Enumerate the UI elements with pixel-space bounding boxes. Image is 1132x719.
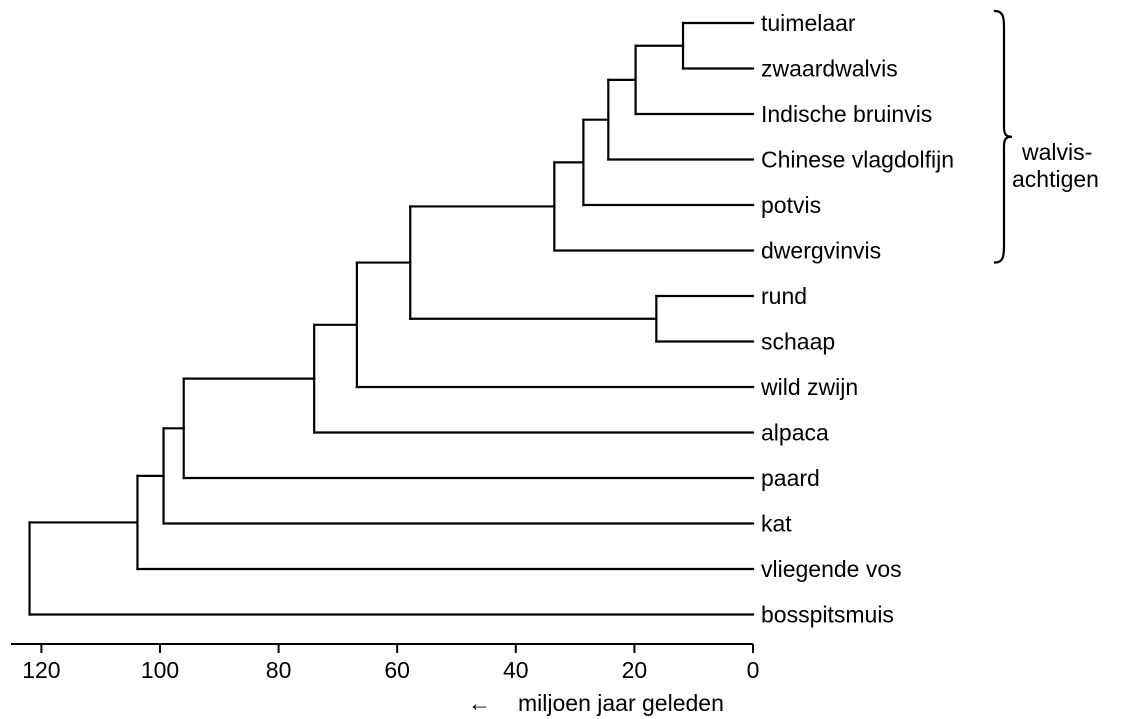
group-brace [993, 9, 1013, 264]
group-label-line2: achtigen [1012, 166, 1099, 192]
axis-tick-label-120: 120 [22, 657, 60, 683]
axis-tick-label-0: 0 [747, 657, 760, 683]
axis-ticks: 120 100 80 60 40 20 0 [22, 644, 759, 683]
leaf-label-tuimelaar: tuimelaar [761, 10, 856, 36]
leaf-label-bosspitsmuis: bosspitsmuis [761, 602, 894, 628]
axis-arrow: ← [468, 690, 491, 716]
leaf-label-kat: kat [761, 511, 792, 537]
leaf-label-rund: rund [761, 283, 807, 309]
axis-tick-label-100: 100 [141, 657, 179, 683]
leaf-label-paard: paard [761, 465, 820, 491]
group-label-line1: walvis- [1021, 139, 1092, 165]
axis-tick-label-20: 20 [622, 657, 648, 683]
leaf-label-potvis: potvis [761, 192, 821, 218]
leaf-label-vliegende-vos: vliegende vos [761, 556, 902, 582]
cetacean-group: walvis- achtigen [993, 9, 1099, 264]
leaf-label-schaap: schaap [761, 329, 835, 355]
leaf-label-chinese-vlagdolfijn: Chinese vlagdolfijn [761, 147, 954, 173]
tree-branches [28, 21, 755, 616]
axis-tick-label-60: 60 [384, 657, 410, 683]
time-axis: 120 100 80 60 40 20 0 ← miljoen jaar geleden [11, 643, 759, 716]
leaf-label-dwergvinvis: dwergvinvis [761, 238, 881, 264]
axis-tick-label-40: 40 [503, 657, 529, 683]
axis-title: miljoen jaar geleden [518, 690, 724, 716]
leaf-labels: tuimelaar zwaardwalvis Indische bruinvis Ch… [760, 10, 954, 628]
axis-tick-label-80: 80 [266, 657, 292, 683]
leaf-label-zwaardwalvis: zwaardwalvis [761, 56, 898, 82]
leaf-label-alpaca: alpaca [761, 420, 829, 446]
leaf-label-indische-bruinvis: Indische bruinvis [761, 101, 932, 127]
leaf-label-wild-zwijn: wild zwijn [760, 374, 858, 400]
